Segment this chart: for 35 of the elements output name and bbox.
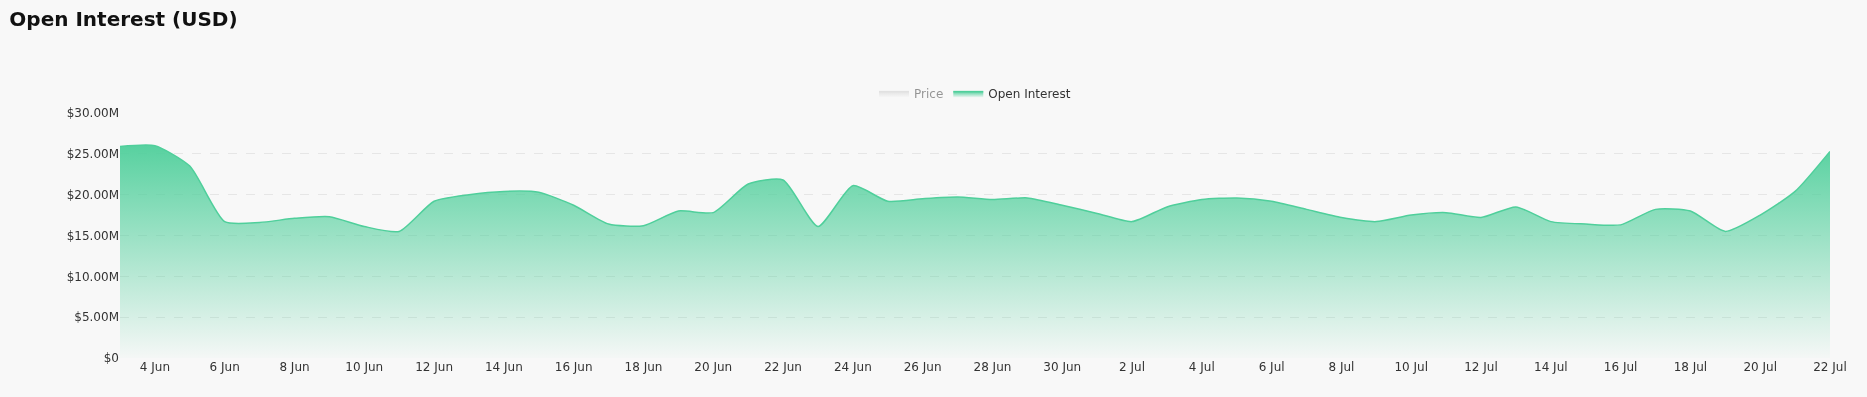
x-tick-label: 22 Jul (1813, 360, 1847, 374)
x-tick-label: 24 Jun (833, 360, 872, 374)
y-tick-label: $10.00M (66, 269, 119, 284)
chart-title: Open Interest (USD) (9, 6, 238, 31)
legend-label: Price (914, 87, 944, 102)
x-tick-label: 12 Jun (415, 360, 453, 374)
y-tick-label: $5.00M (74, 310, 119, 325)
x-tick-label: 10 Jun (345, 360, 384, 374)
y-tick-label: $0 (103, 351, 119, 366)
x-tick-label: 6 Jun (209, 360, 240, 374)
y-tick-label: $20.00M (66, 187, 119, 202)
x-tick-label: 18 Jun (624, 360, 663, 374)
x-tick-label: 28 Jun (973, 360, 1012, 374)
x-tick-label: 26 Jun (903, 360, 942, 374)
x-tick-label: 12 Jul (1464, 360, 1498, 374)
x-tick-label: 18 Jul (1673, 360, 1708, 374)
x-tick-label: 22 Jun (764, 360, 802, 374)
x-tick-label: 6 Jul (1258, 360, 1285, 374)
x-tick-label: 8 Jun (279, 360, 310, 374)
x-tick-label: 2 Jul (1119, 360, 1146, 374)
x-tick-label: 14 Jul (1534, 360, 1568, 374)
y-tick-label: $15.00M (66, 228, 119, 243)
x-tick-label: 16 Jun (554, 360, 593, 374)
x-tick-label: 16 Jul (1603, 360, 1638, 374)
x-tick-label: 4 Jun (139, 360, 170, 374)
x-tick-label: 10 Jul (1394, 360, 1428, 374)
x-tick-label: 14 Jun (484, 360, 523, 374)
x-tick-label: 4 Jul (1188, 360, 1215, 374)
x-tick-label: 8 Jul (1328, 360, 1355, 374)
legend-label: Open Interest (988, 87, 1071, 102)
y-tick-label: $30.00M (66, 106, 119, 121)
y-tick-label: $25.00M (66, 147, 119, 162)
x-tick-label: 20 Jul (1743, 360, 1777, 374)
x-tick-label: 20 Jun (694, 360, 733, 374)
x-tick-label: 30 Jun (1043, 360, 1082, 374)
